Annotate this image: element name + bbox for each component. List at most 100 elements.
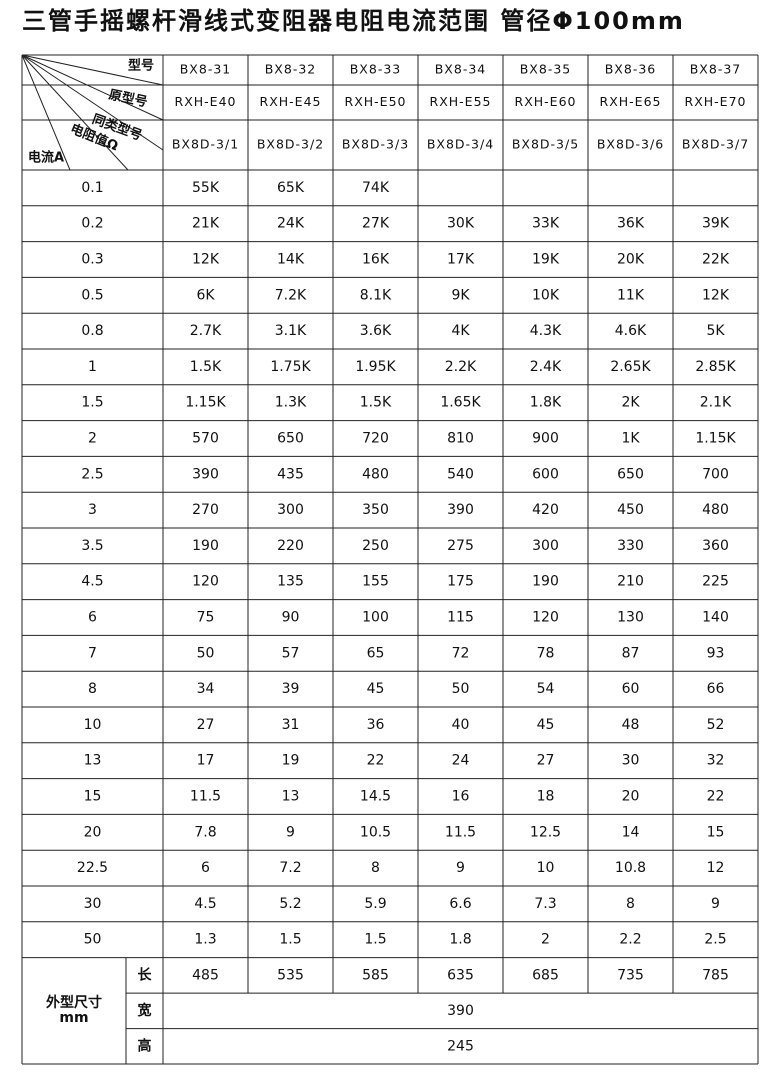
resistance-cell: 34 [197,681,215,697]
resistance-cell: 2 [541,932,550,948]
resistance-cell: 3.1K [275,323,307,339]
resistance-cell: 1.75K [270,359,311,375]
corner-label: 型号 [128,58,154,74]
resistance-cell: 435 [277,466,304,482]
resistance-cell: 52 [707,717,725,733]
resistance-cell: 11.5 [445,824,476,840]
resistance-cell: 2K [621,395,640,411]
current-cell: 0.5 [81,287,103,303]
resistance-cell: 65K [277,180,305,196]
resistance-cell: 45 [537,717,555,733]
resistance-cell: 6K [196,287,215,303]
header-cell: BX8-36 [605,62,657,77]
resistance-cell: 2.65K [610,359,651,375]
resistance-cell: 5.9 [364,896,386,912]
current-cell: 3 [88,502,97,518]
length-cell: 685 [532,967,559,983]
resistance-cell: 18 [537,789,555,805]
resistance-cell: 480 [702,502,729,518]
current-cell: 50 [84,932,102,948]
resistance-cell: 140 [702,610,729,626]
resistance-cell: 45 [367,681,385,697]
resistance-cell: 720 [362,431,389,447]
resistance-cell: 66 [707,681,725,697]
resistance-cell: 9 [456,860,465,876]
resistance-cell: 10K [532,287,560,303]
current-cell: 4.5 [81,574,103,590]
resistance-cell: 12.5 [530,824,561,840]
header-cell: BX8D-3/4 [427,137,494,152]
resistance-cell: 36 [367,717,385,733]
resistance-cell: 32 [707,753,725,769]
resistance-cell: 15 [707,824,725,840]
width-cell: 390 [447,1003,474,1019]
header-cell: BX8-33 [350,62,402,77]
resistance-cell: 17 [197,753,215,769]
height-cell: 245 [447,1038,474,1054]
current-cell: 0.1 [81,180,103,196]
resistance-cell: 4.5 [194,896,216,912]
current-cell: 0.2 [81,216,103,232]
resistance-cell: 120 [532,610,559,626]
header-cell: BX8-37 [690,62,742,77]
resistance-cell: 1.8K [530,395,562,411]
resistance-cell: 40 [452,717,470,733]
resistance-cell: 4.3K [530,323,562,339]
resistance-cell: 9 [711,896,720,912]
rule [21,54,164,151]
resistance-cell: 93 [707,645,725,661]
resistance-cell: 540 [447,466,474,482]
resistance-cell: 1.5 [364,932,386,948]
dimension-name: 宽 [138,1002,152,1019]
dimension-name: 长 [138,966,153,983]
resistance-cell: 65 [367,645,385,661]
header-cell: BX8-31 [180,62,232,77]
length-cell: 535 [277,967,304,983]
resistance-cell: 175 [447,574,474,590]
resistance-cell: 33K [532,216,560,232]
resistance-cell: 55K [192,180,220,196]
resistance-cell: 20K [617,252,645,268]
resistance-cell: 22 [367,753,385,769]
resistance-cell: 330 [617,538,644,554]
resistance-cell: 250 [362,538,389,554]
current-cell: 20 [84,824,102,840]
header-cell: RXH-E65 [600,94,662,109]
resistance-cell: 1.15K [185,395,226,411]
header-cell: BX8D-3/2 [257,137,324,152]
resistance-cell: 21K [192,216,220,232]
dimension-unit: mm [59,1010,88,1026]
current-cell: 0.3 [81,252,103,268]
resistance-cell: 57 [282,645,300,661]
resistance-cell: 90 [282,610,300,626]
current-cell: 30 [84,896,102,912]
resistance-cell: 2.7K [190,323,222,339]
length-cell: 635 [447,967,474,983]
current-cell: 6 [88,610,97,626]
header-cell: BX8D-3/7 [682,137,749,152]
resistance-cell: 155 [362,574,389,590]
resistance-cell: 8.1K [360,287,392,303]
rule [21,54,129,171]
resistance-cell: 1.3 [194,932,216,948]
resistance-cell: 700 [702,466,729,482]
resistance-cell: 420 [532,502,559,518]
resistance-cell: 9K [451,287,470,303]
length-cell: 785 [702,967,729,983]
resistance-cell: 39 [282,681,300,697]
resistance-cell: 36K [617,216,645,232]
resistance-cell: 2.2 [619,932,641,948]
resistance-cell: 1.95K [355,359,396,375]
resistance-cell: 220 [277,538,304,554]
header-cell: BX8-35 [520,62,572,77]
resistance-cell: 30 [622,753,640,769]
resistance-cell: 24 [452,753,470,769]
resistance-cell: 7.8 [194,824,216,840]
resistance-cell: 11K [617,287,645,303]
current-cell: 3.5 [81,538,103,554]
resistance-cell: 1.3K [275,395,307,411]
resistance-cell: 225 [702,574,729,590]
resistance-cell: 6.6 [449,896,471,912]
resistance-cell: 9 [286,824,295,840]
